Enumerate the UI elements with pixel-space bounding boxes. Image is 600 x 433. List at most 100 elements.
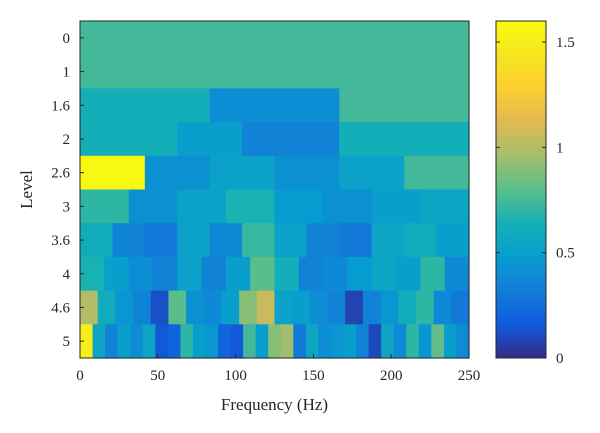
heatmap-cell	[142, 324, 156, 359]
heatmap-cell	[339, 122, 373, 157]
heatmap-cell	[404, 122, 438, 157]
heatmap-cell	[201, 256, 227, 292]
heatmap-cell	[104, 256, 130, 292]
heatmap-cell	[362, 290, 382, 325]
heatmap-cell	[255, 324, 269, 359]
heatmap-cell	[431, 324, 445, 359]
heatmap-cell	[203, 290, 223, 325]
heatmap-cell	[371, 155, 405, 191]
heatmap-cell	[371, 122, 405, 157]
heatmap-cell	[80, 155, 114, 191]
heatmap-cell	[371, 223, 405, 258]
heatmap-cell	[221, 290, 240, 325]
heatmap-cell	[209, 223, 243, 258]
heatmap-cell	[117, 324, 131, 359]
heatmap-cell	[80, 54, 470, 89]
x-tick-label: 100	[224, 368, 247, 384]
heatmap-cell	[444, 256, 470, 292]
heatmap-cell	[356, 324, 370, 359]
heatmap-cell	[280, 324, 294, 359]
heatmap-cell	[274, 290, 293, 325]
heatmap-cell	[242, 155, 276, 191]
heatmap-cell	[180, 324, 194, 359]
heatmap-cell	[436, 155, 470, 191]
heatmap-cell	[218, 324, 232, 359]
heatmap-cell	[436, 122, 470, 157]
heatmap-cell	[80, 290, 99, 325]
heatmap-cell	[112, 155, 146, 191]
heatmap-cell	[250, 189, 276, 224]
colorbar: 0 0.5 1 1.5	[495, 20, 575, 367]
heatmap-cell	[456, 324, 470, 359]
heatmap-cell	[339, 223, 373, 258]
y-tick-label: 2.6	[51, 166, 70, 182]
heatmap-cell	[443, 324, 458, 359]
heatmap-cell	[274, 223, 308, 258]
heatmap-cell	[298, 256, 324, 292]
y-tick-label: 1	[63, 65, 71, 81]
heatmap-cell	[80, 189, 105, 224]
heatmap-cell	[256, 290, 276, 325]
heatmap-cell	[128, 189, 154, 224]
heatmap-cell	[274, 155, 308, 191]
heatmap-cell	[209, 88, 276, 123]
heatmap-cell	[347, 189, 373, 224]
x-tick-label: 150	[302, 368, 325, 384]
heatmap-cell	[225, 256, 251, 292]
colorbar-gradient	[495, 20, 547, 359]
heatmap-cell	[242, 122, 276, 157]
heatmap-cell	[298, 189, 324, 224]
y-tick-label: 0	[63, 31, 71, 47]
x-tick-label: 50	[150, 368, 165, 384]
heatmap-cell	[339, 155, 373, 191]
heatmap-cell	[239, 290, 258, 325]
heatmap-cell	[115, 290, 134, 325]
heatmap-cell	[444, 189, 470, 224]
heatmap-cell	[177, 256, 203, 292]
colorbar-tick-label: 1.5	[556, 35, 575, 51]
x-tick-label: 0	[76, 368, 84, 384]
heatmap-cell	[105, 324, 119, 359]
heatmap-cell	[230, 324, 244, 359]
heatmap-cell	[144, 155, 178, 191]
heatmap-cell	[242, 223, 276, 258]
heatmap-cell	[192, 324, 207, 359]
heatmap-cell	[343, 324, 357, 359]
heatmap-cell	[274, 88, 340, 123]
heatmap-cell	[404, 223, 438, 258]
heatmap-cell	[396, 189, 421, 224]
heatmap-cell	[306, 155, 340, 191]
heatmap-cell	[293, 324, 307, 359]
heatmap-cell	[396, 256, 421, 292]
heatmap-cell	[323, 189, 349, 224]
heatmap-cell	[306, 223, 340, 258]
y-tick-label: 3.6	[51, 233, 70, 249]
heatmap-cell	[306, 122, 340, 157]
heatmap-cell	[418, 324, 432, 359]
heatmap-cell	[112, 122, 146, 157]
heatmap-cell	[318, 324, 332, 359]
y-tick-label: 4.6	[51, 300, 70, 316]
heatmap-cell	[97, 290, 116, 325]
heatmap-cell	[209, 155, 243, 191]
heatmap-cell	[177, 223, 211, 258]
heatmap-cells	[80, 21, 470, 359]
heatmap-cell	[309, 290, 329, 325]
heatmap-cell	[368, 324, 382, 359]
heatmap-cell	[150, 290, 170, 325]
y-axis-ticks: 0 1 1.6 2 2.6 3 3.6 4 4.6 5	[51, 31, 84, 350]
heatmap-cell	[339, 88, 405, 123]
heatmap-cell	[381, 324, 395, 359]
heatmap-cell	[274, 122, 308, 157]
heatmap-cell	[167, 324, 181, 359]
heatmap-cell	[186, 290, 205, 325]
heatmap-cell	[404, 88, 470, 123]
heatmap-cell	[177, 122, 211, 157]
heatmap-cell	[144, 88, 211, 123]
heatmap-cell	[347, 256, 373, 292]
heatmap-cell	[393, 324, 407, 359]
x-axis-ticks: 0 50 100 150 200 250	[76, 354, 480, 384]
heatmap-cell	[205, 324, 219, 359]
heatmap-cell	[104, 189, 130, 224]
heatmap-cell	[327, 290, 346, 325]
